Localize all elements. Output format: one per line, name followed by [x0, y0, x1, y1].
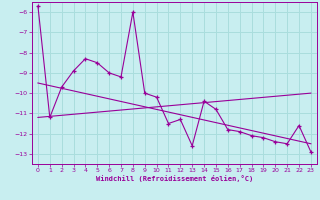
X-axis label: Windchill (Refroidissement éolien,°C): Windchill (Refroidissement éolien,°C): [96, 175, 253, 182]
